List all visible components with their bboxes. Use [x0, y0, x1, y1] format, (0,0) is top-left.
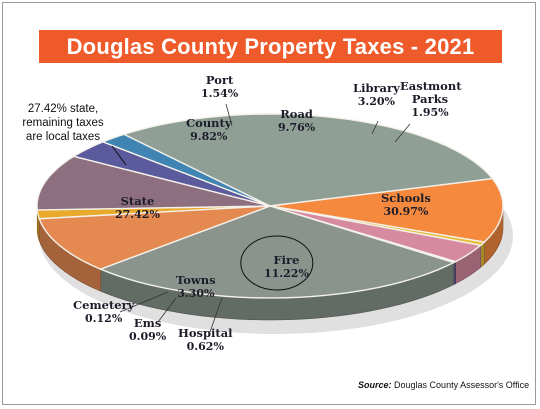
- slice-label-towns: Towns 3.30%: [176, 273, 216, 301]
- slice-label-library: Library 3.20%: [353, 81, 400, 109]
- slice-value: 0.12%: [85, 312, 123, 325]
- slice-value: 3.20%: [357, 95, 395, 108]
- slice-name: County: [186, 116, 232, 130]
- slice-fire: [269, 177, 504, 243]
- slice-name: Eastmont Parks: [400, 79, 462, 106]
- leader-cemetery: [119, 291, 169, 313]
- source-note: Source: Douglas County Assessor's Office: [358, 380, 529, 390]
- slice-label-cemetery: Cemetery 0.12%: [73, 298, 135, 326]
- leader-eastmont-parks: [394, 123, 411, 143]
- leader-hospital: [209, 297, 223, 333]
- state-highlight-circle: [240, 235, 314, 291]
- slice-name: Ems: [133, 316, 162, 330]
- pie-slices: [36, 113, 504, 299]
- callout-line-3: are local taxes: [25, 131, 101, 143]
- slice-value: 3.30%: [177, 287, 215, 300]
- slice-name: Fire: [273, 253, 300, 267]
- slice-name: State: [120, 194, 155, 208]
- slice-name: Road: [280, 107, 313, 121]
- slice-value: 0.62%: [186, 340, 224, 353]
- callout-leader-line: [111, 145, 127, 166]
- source-text: Douglas County Assessor's Office: [394, 380, 530, 390]
- leader-library: [371, 120, 379, 135]
- slice-name: Port: [205, 73, 234, 87]
- slice-value: 0.09%: [129, 330, 167, 343]
- slice-value: 11.22%: [264, 267, 309, 280]
- slice-label-schools: Schools 30.97%: [381, 191, 431, 219]
- slice-name: Cemetery: [73, 298, 135, 312]
- slice-value: 9.76%: [278, 121, 316, 134]
- leader-port: [225, 103, 233, 127]
- slice-county: [38, 205, 271, 270]
- slice-label-eastmont-parks: Eastmont Parks 1.95%: [400, 79, 462, 120]
- slice-value: 1.95%: [411, 106, 449, 119]
- slice-value: 30.97%: [383, 205, 429, 218]
- slice-label-county: County 9.82%: [186, 116, 232, 144]
- callout-line-1: 27.42% state,: [27, 103, 99, 115]
- slice-label-port: Port 1.54%: [201, 73, 239, 101]
- source-label: Source:: [358, 380, 392, 390]
- slice-schools: [122, 113, 494, 207]
- state-callout: 27.42% state, remaining taxes are local …: [4, 102, 122, 144]
- slice-value: 27.42%: [115, 208, 160, 221]
- slice-label-hospital: Hospital 0.62%: [178, 326, 233, 354]
- callout-line-2: remaining taxes: [22, 117, 104, 129]
- chart-title: Douglas County Property Taxes - 2021: [39, 30, 502, 63]
- slice-name: Towns: [176, 273, 216, 287]
- slice-label-road: Road 9.76%: [278, 107, 316, 135]
- slice-value: 9.82%: [190, 130, 228, 143]
- slice-label-state: State 27.42%: [115, 194, 160, 222]
- slice-value: 1.54%: [201, 87, 239, 100]
- slice-label-fire: Fire 11.22%: [264, 253, 309, 281]
- leader-ems: [157, 297, 177, 323]
- side-wall-hospital: [480, 241, 485, 268]
- slice-name: Hospital: [178, 326, 233, 340]
- slice-name: Schools: [381, 191, 431, 205]
- slice-label-ems: Ems 0.09%: [129, 316, 167, 344]
- slice-road: [36, 155, 271, 211]
- slice-name: Library: [353, 81, 400, 95]
- slice-state: [98, 205, 456, 299]
